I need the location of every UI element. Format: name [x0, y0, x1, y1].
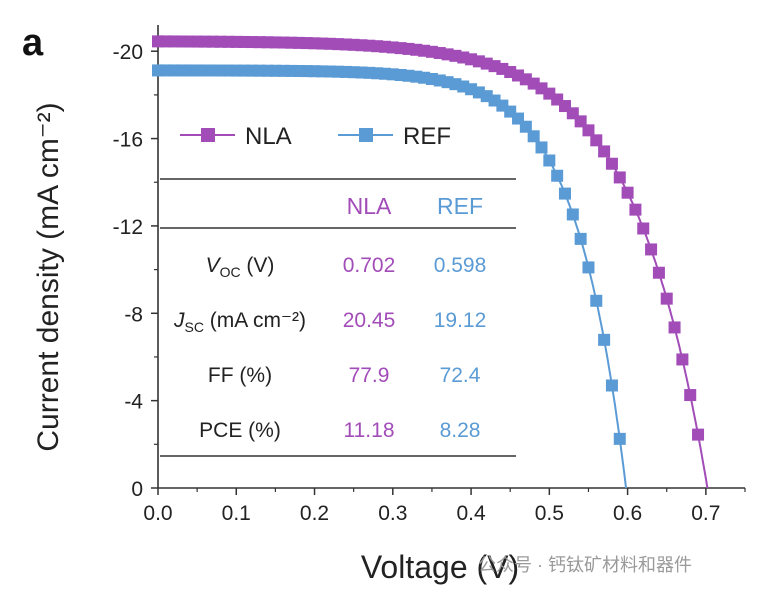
data-point-nla [652, 266, 665, 279]
x-tick-label: 0.7 [691, 502, 720, 525]
data-point-ref [598, 333, 611, 346]
x-tick-label: 0.2 [300, 502, 329, 525]
data-point-nla [245, 36, 258, 49]
data-point-ref [582, 261, 595, 274]
legend-marker-nla [201, 128, 215, 142]
data-point-ref [558, 187, 571, 200]
data-point-nla [598, 145, 611, 158]
data-point-nla [668, 321, 681, 334]
legend-label-ref: REF [403, 123, 451, 150]
data-point-nla [684, 389, 697, 402]
table-row-label: PCE (%) [199, 419, 281, 442]
x-tick-label: 0.0 [143, 502, 172, 525]
table-cell: 20.45 [343, 309, 396, 332]
table-row-label: VOC (V) [206, 254, 275, 280]
data-point-ref [566, 208, 579, 221]
data-point-ref [574, 232, 587, 245]
table-cell: 72.4 [440, 364, 481, 387]
data-point-ref [245, 64, 258, 77]
data-point-nla [590, 134, 603, 147]
x-tick-label: 0.4 [456, 502, 486, 525]
data-point-nla [645, 243, 658, 256]
data-point-nla [465, 53, 478, 66]
data-point-ref [535, 141, 548, 154]
table-col-header: REF [437, 193, 483, 219]
table-row-label: JSC (mA cm⁻²) [173, 309, 306, 335]
data-point-nla [496, 62, 509, 75]
data-point-ref [605, 379, 618, 392]
data-point-ref [519, 120, 532, 133]
data-point-nla [629, 203, 642, 216]
x-tick-label: 0.6 [613, 502, 642, 525]
y-tick-label: -12 [113, 216, 143, 239]
data-point-ref [527, 130, 540, 143]
x-axis-title: Voltage (V) [361, 549, 519, 585]
data-point-nla [582, 124, 595, 137]
data-point-nla [613, 171, 626, 184]
data-point-nla [660, 292, 673, 305]
data-point-nla [605, 157, 618, 170]
data-point-ref [590, 294, 603, 307]
y-tick-label: -4 [124, 391, 143, 414]
legend-label-nla: NLA [245, 123, 292, 150]
y-tick-label: -20 [113, 41, 143, 64]
table-cell: 77.9 [349, 364, 390, 387]
y-tick-label: 0 [131, 478, 143, 501]
table-cell: 11.18 [344, 419, 395, 442]
plot-area: 0.0 0.1 0.2 0.3 0.4 0.5 0.6 0.7 -20 -16 -12 -8 -4 0 NL… [113, 25, 746, 525]
x-tick-label: 0.1 [222, 502, 251, 525]
legend-marker-ref [359, 128, 373, 142]
table-cell: 0.702 [343, 254, 396, 277]
table-cell: 19.12 [434, 309, 487, 332]
panel-label: a [22, 22, 44, 64]
data-point-nla [621, 186, 634, 199]
table-col-header: NLA [347, 193, 392, 219]
data-point-ref [543, 154, 556, 167]
table-cell: 8.28 [440, 419, 481, 442]
table-cell: 0.598 [434, 254, 487, 277]
data-point-nla [692, 428, 705, 441]
data-point-nla [637, 222, 650, 235]
data-point-ref [613, 432, 626, 445]
y-axis-title: Current density (mA cm⁻²) [32, 102, 65, 451]
watermark-text: 公众号 · 钙钛矿材料和器件 [478, 555, 692, 575]
table-row-label: FF (%) [208, 364, 272, 387]
x-tick-label: 0.3 [378, 502, 407, 525]
y-tick-label: -8 [124, 303, 143, 326]
data-point-ref [551, 169, 564, 182]
x-tick-label: 0.5 [535, 502, 564, 525]
data-point-nla [676, 353, 689, 366]
y-tick-label: -16 [113, 129, 143, 152]
